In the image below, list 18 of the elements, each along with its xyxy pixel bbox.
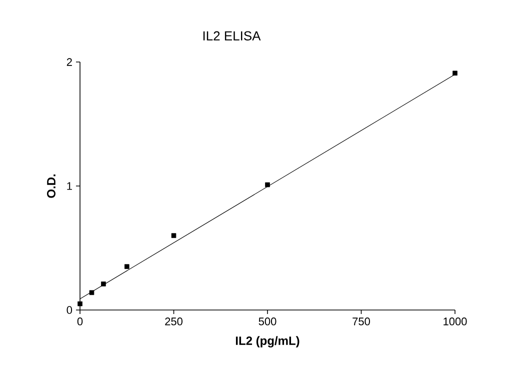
point [101, 282, 106, 286]
y-tick-label: 1 [67, 182, 72, 190]
point [78, 301, 82, 306]
y-axis-title: O.D. [47, 174, 56, 198]
point [124, 264, 130, 269]
y-tick-label: 0 [66, 306, 72, 314]
point [89, 290, 94, 296]
chart-title: IL2 ELISA [203, 31, 261, 40]
x-tick-label: 0 [77, 318, 83, 326]
y-tick-label: 2 [66, 58, 72, 66]
point [171, 233, 176, 238]
point [452, 70, 458, 76]
point [265, 182, 270, 188]
x-axis-title: IL2 (pg/mL) [236, 336, 300, 348]
x-tick-label: 750 [352, 318, 370, 326]
x-tick-label: 250 [165, 318, 182, 326]
x-tick-label: 1000 [444, 318, 467, 326]
x-tick-label: 500 [258, 318, 276, 326]
